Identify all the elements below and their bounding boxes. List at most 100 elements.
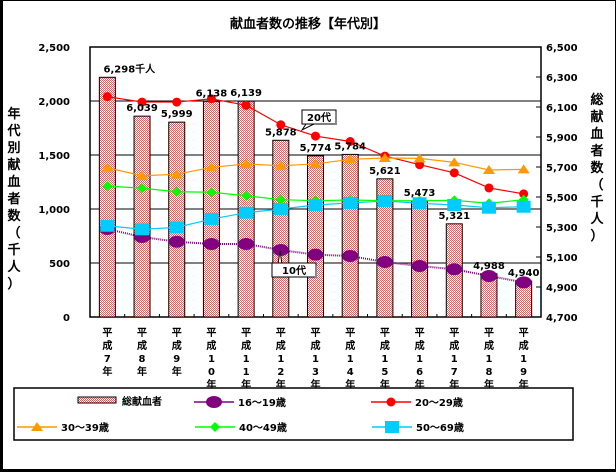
- marker-diamond: [206, 187, 217, 198]
- marker-diamond: [241, 190, 252, 201]
- y-tick-label-left: 1,500: [38, 151, 70, 162]
- marker-triangle: [101, 162, 114, 172]
- y-tick-label-right: 6,300: [546, 73, 578, 84]
- x-tick-label-char: 年: [172, 365, 182, 378]
- bar-data-label: 5,878: [265, 127, 297, 138]
- x-tick-label-char: 1: [277, 354, 284, 365]
- y-tick-label-right: 4,900: [546, 283, 578, 294]
- marker-ellipse: [342, 249, 359, 262]
- legend-label: 20〜29歳: [415, 396, 463, 409]
- marker-circle: [311, 131, 320, 141]
- x-tick-label-char: 成: [102, 339, 112, 352]
- y-axis-label-right-char: 千: [590, 194, 603, 210]
- x-tick-label-char: 平: [380, 327, 390, 339]
- y-axis-label-right-char: 総: [590, 92, 603, 108]
- marker-circle: [172, 97, 182, 107]
- x-tick-label-char: 成: [380, 339, 390, 352]
- callout-shadow: [315, 265, 317, 278]
- marker-ellipse: [307, 248, 324, 261]
- x-tick-label-char: 年: [102, 365, 112, 378]
- x-tick-label-char: 3: [312, 367, 319, 378]
- y-tick-label-left: 500: [49, 259, 70, 270]
- callout-shadow: [335, 112, 337, 125]
- marker-triangle: [413, 153, 426, 163]
- bar-data-label: 6,138: [196, 88, 228, 99]
- marker-circle: [137, 97, 147, 107]
- x-tick-label-char: 5: [381, 367, 388, 378]
- marker-circle: [386, 397, 396, 407]
- marker-square: [377, 195, 392, 208]
- y-tick-label-left: 1,000: [38, 205, 70, 216]
- marker-square: [239, 206, 254, 219]
- bar-data-label: 6,039: [126, 103, 158, 114]
- callout-label: 10代: [282, 264, 306, 277]
- marker-circle: [102, 92, 112, 102]
- x-tick-label-char: 成: [276, 339, 286, 352]
- marker-triangle: [136, 170, 149, 180]
- chart-title: 献血者数の推移【年代別】: [230, 16, 386, 32]
- marker-ellipse: [206, 396, 222, 408]
- x-tick-label-char: 成: [172, 339, 182, 352]
- legend-label: 50〜69歳: [416, 421, 464, 434]
- x-tick-label-char: 平: [311, 327, 321, 339]
- bar-total: [411, 200, 429, 318]
- y-tick-label-right: 5,500: [546, 193, 578, 204]
- x-tick-label-char: 1: [208, 354, 215, 365]
- y-axis-label-left-char: 者: [6, 191, 20, 207]
- x-tick-label-char: 平: [345, 327, 355, 339]
- marker-ellipse: [411, 260, 428, 273]
- y-axis-label-left-char: 献: [7, 157, 20, 173]
- marker-ellipse: [515, 276, 532, 289]
- marker-square: [412, 197, 427, 210]
- y-axis-label-left-char: 千: [7, 242, 20, 258]
- marker-triangle: [205, 162, 218, 172]
- x-tick-label-char: 年: [137, 365, 147, 378]
- y-tick-label-left: 2,000: [38, 97, 70, 108]
- bar-total: [202, 100, 220, 318]
- x-tick-label-char: 成: [206, 339, 216, 352]
- marker-square: [308, 199, 323, 212]
- bar-total: [341, 153, 359, 318]
- marker-diamond: [210, 422, 220, 432]
- y-axis-label-right-char: ）: [590, 228, 603, 244]
- marker-diamond: [275, 194, 286, 205]
- marker-triangle: [274, 160, 287, 170]
- y-axis-label-right-char: （: [590, 177, 603, 193]
- marker-ellipse: [168, 235, 185, 248]
- bar-data-label: 5,321: [438, 211, 470, 222]
- x-tick-label-char: 1: [243, 367, 250, 378]
- marker-square: [169, 221, 184, 234]
- marker-square: [447, 199, 462, 212]
- y-axis-label-right-char: 数: [590, 160, 604, 176]
- marker-square: [343, 196, 358, 209]
- bar-total: [133, 115, 151, 318]
- marker-ellipse: [203, 237, 220, 250]
- x-tick-label-char: 0: [208, 367, 215, 378]
- marker-circle: [276, 120, 286, 130]
- y-tick-label-right: 5,700: [546, 163, 578, 174]
- x-tick-label-char: 成: [137, 339, 147, 352]
- x-tick-label-char: 9: [520, 367, 527, 378]
- y-axis-label-left-char: 数: [7, 208, 21, 224]
- legend-label: 16〜19歳: [238, 396, 286, 409]
- x-tick-label-char: 年: [345, 378, 355, 391]
- x-tick-label-char: 年: [311, 378, 321, 391]
- x-tick-label-char: 平: [276, 327, 286, 339]
- bar-data-label: 5,999: [161, 109, 193, 120]
- x-tick-label-char: 1: [312, 354, 319, 365]
- x-tick-label-char: 平: [415, 327, 425, 339]
- bar-data-label: 4,988: [473, 261, 505, 272]
- x-tick-label-char: 成: [345, 339, 355, 352]
- y-axis-label-left-char: 年: [7, 106, 20, 122]
- y-tick-label-right: 6,500: [546, 43, 578, 54]
- marker-triangle: [482, 165, 495, 175]
- x-tick-label-char: 平: [449, 327, 459, 339]
- bar-data-label: 5,774: [300, 143, 332, 154]
- marker-square: [481, 201, 496, 214]
- marker-triangle: [31, 422, 43, 431]
- marker-circle: [484, 183, 494, 193]
- y-axis-label-left-char: 代: [6, 123, 20, 139]
- marker-ellipse: [446, 263, 463, 276]
- y-axis-label-right-char: 人: [590, 211, 604, 227]
